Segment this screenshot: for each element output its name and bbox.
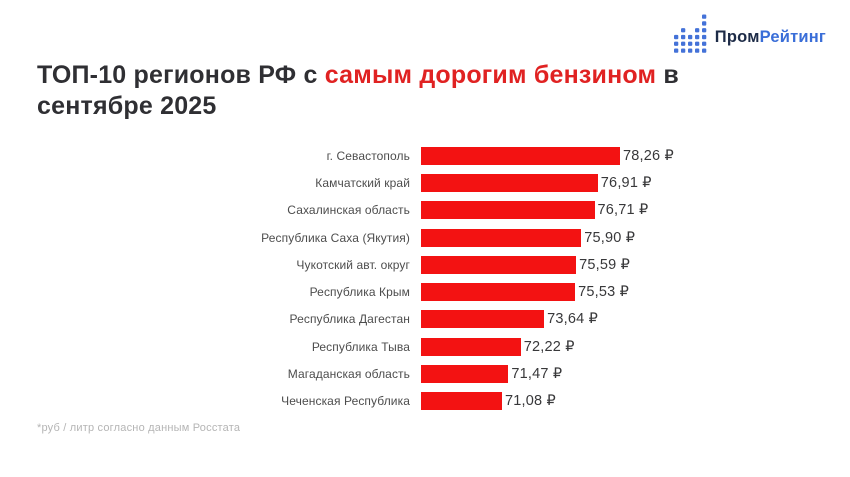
- bar-row: Чукотский авт. округ 75,59 ₽: [37, 251, 817, 278]
- bar: [421, 365, 509, 384]
- bar-row: Сахалинская область 76,71 ₽: [37, 197, 817, 224]
- bar-chart: г. Севастополь 78,26 ₽ Камчатский край 76,9…: [37, 142, 817, 415]
- bar-row: Чеченская Республика 71,08 ₽: [37, 388, 817, 415]
- bar-row: г. Севастополь 78,26 ₽: [37, 142, 817, 169]
- logo-icon-svg: [673, 14, 707, 53]
- value-label: 71,08 ₽: [505, 393, 556, 410]
- bar: [421, 255, 577, 274]
- region-label: Чукотский авт. округ: [296, 257, 410, 272]
- bar: [421, 310, 545, 329]
- logo-text-secondary: Рейтинг: [759, 27, 826, 46]
- bar-row: Республика Тыва 72,22 ₽: [37, 333, 817, 360]
- region-label: Республика Крым: [309, 285, 410, 300]
- logo-text-primary: Пром: [714, 27, 760, 46]
- value-label: 78,26 ₽: [623, 147, 674, 164]
- value-label: 73,64 ₽: [547, 311, 599, 328]
- bar-row: Камчатский край 76,91 ₽: [37, 169, 817, 196]
- bar-row: Республика Дагестан 73,64 ₽: [37, 306, 817, 333]
- logo-text: ПромРейтинг: [714, 27, 826, 55]
- bar: [421, 283, 576, 302]
- value-label: 75,59 ₽: [579, 256, 631, 273]
- region-label: Республика Дагестан: [289, 312, 410, 327]
- title-prefix: ТОП-10 регионов РФ с: [37, 61, 325, 89]
- value-label: 71,47 ₽: [511, 366, 563, 383]
- region-label: Камчатский край: [315, 175, 410, 190]
- bar: [421, 173, 598, 192]
- logo: ПромРейтинг: [673, 13, 826, 55]
- bar: [421, 201, 595, 220]
- bar-row: Республика Крым 75,53 ₽: [37, 278, 817, 305]
- title-suffix: в: [656, 61, 679, 89]
- page-title: ТОП-10 регионов РФ с самым дорогим бензи…: [37, 60, 679, 122]
- title-highlight: самым дорогим бензином: [324, 61, 657, 89]
- bar: [421, 146, 620, 165]
- bar-row: Республика Саха (Якутия) 75,90 ₽: [37, 224, 817, 251]
- region-label: Сахалинская область: [287, 203, 410, 218]
- region-label: Чеченская Республика: [281, 394, 410, 409]
- value-label: 76,91 ₽: [600, 174, 652, 191]
- value-label: 72,22 ₽: [523, 338, 575, 355]
- region-label: Магаданская область: [287, 367, 410, 382]
- title-line2: сентябре 2025: [37, 92, 217, 120]
- bar: [421, 337, 521, 356]
- value-label: 75,90 ₽: [584, 229, 636, 246]
- footnote: *руб / литр согласно данным Росстата: [37, 422, 241, 434]
- region-label: Республика Тыва: [311, 339, 410, 354]
- bar: [421, 392, 502, 411]
- value-label: 76,71 ₽: [597, 202, 649, 219]
- dotted-bar-chart-icon: [673, 13, 708, 54]
- bar-row: Магаданская область 71,47 ₽: [37, 360, 817, 387]
- value-label: 75,53 ₽: [578, 284, 630, 301]
- region-label: Республика Саха (Якутия): [261, 230, 410, 245]
- bar: [421, 228, 582, 247]
- region-label: г. Севастополь: [326, 148, 410, 163]
